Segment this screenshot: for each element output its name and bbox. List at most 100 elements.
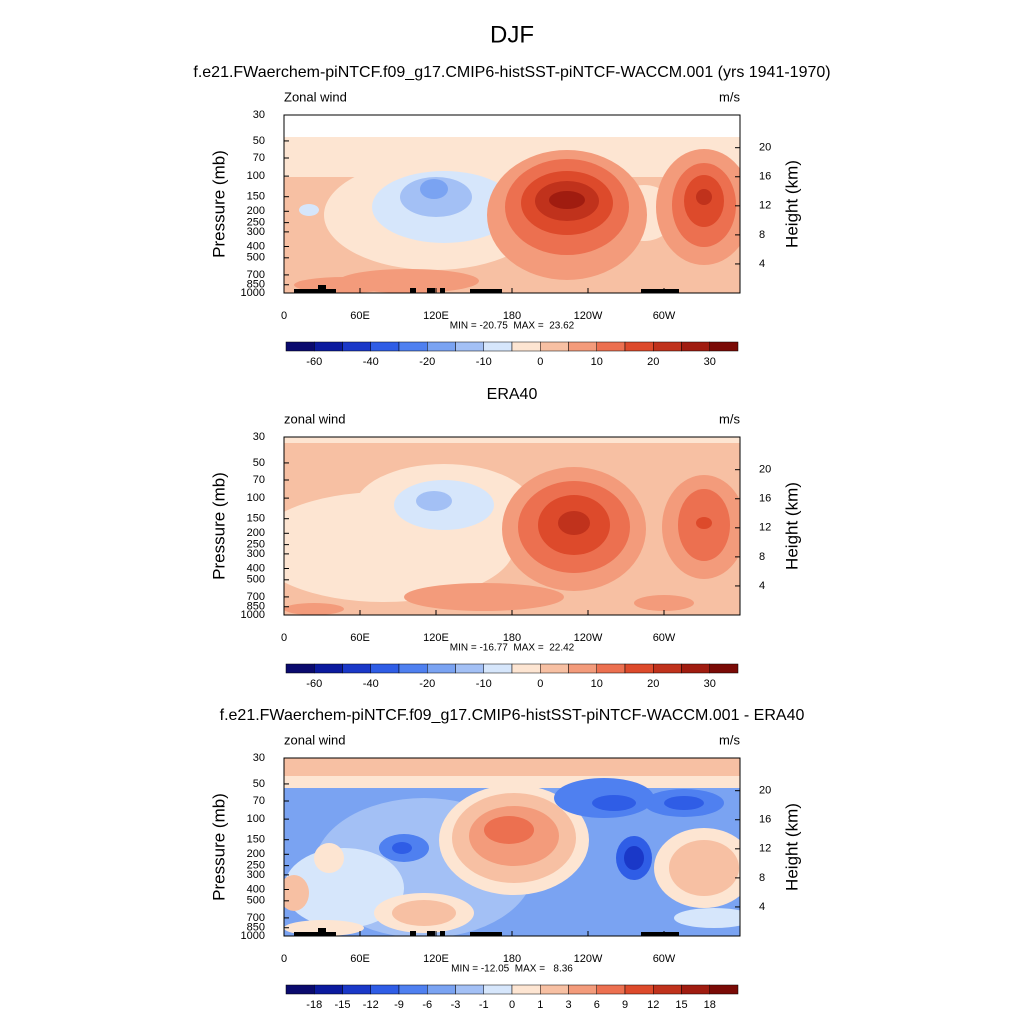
y2-tick-label: 16 xyxy=(759,814,771,826)
colorbar-label: 30 xyxy=(704,678,716,690)
panel-title: f.e21.FWaerchem-piNTCF.f09_g17.CMIP6-his… xyxy=(193,64,830,81)
colorbar-label: -12 xyxy=(363,999,379,1011)
y-tick-label: 1000 xyxy=(241,609,265,621)
colorbar-box xyxy=(511,984,541,995)
contour-region xyxy=(284,603,344,615)
colorbar-box xyxy=(342,663,371,674)
contour-region xyxy=(404,583,564,611)
y-tick-label: 1000 xyxy=(241,287,265,299)
x-tick-label: 60E xyxy=(350,632,370,644)
colorbar-label: 0 xyxy=(537,356,543,368)
colorbar-box xyxy=(398,984,428,995)
x-tick-label: 180 xyxy=(503,632,521,644)
colorbar-box xyxy=(568,341,597,352)
colorbar-box xyxy=(596,984,626,995)
colorbar-box xyxy=(653,663,682,674)
contour-region xyxy=(696,517,712,529)
colorbar-label: 12 xyxy=(647,999,659,1011)
colorbar-box xyxy=(540,984,569,995)
contour-region xyxy=(674,908,740,928)
colorbar-box xyxy=(653,984,682,995)
colorbar-box xyxy=(624,663,654,674)
y-tick-label: 30 xyxy=(253,431,265,443)
y-tick-label: 50 xyxy=(253,457,265,469)
colorbar-box xyxy=(398,663,428,674)
contour-region xyxy=(420,179,448,199)
y-tick-label: 100 xyxy=(247,813,265,825)
x-tick-label: 60E xyxy=(350,310,370,322)
colorbar-label: 20 xyxy=(647,678,659,690)
topography xyxy=(318,285,326,293)
y2-tick-label: 8 xyxy=(759,872,765,884)
y-axis-label: Pressure (mb) xyxy=(209,793,228,901)
colorbar-label: -1 xyxy=(479,999,489,1011)
colorbar-box xyxy=(370,663,400,674)
colorbar-label: -20 xyxy=(419,356,435,368)
y-tick-label: 400 xyxy=(247,883,265,895)
colorbar-box xyxy=(398,341,428,352)
x-tick-label: 120E xyxy=(423,953,449,965)
colorbar-box xyxy=(709,341,739,352)
topography xyxy=(470,932,502,936)
y2-tick-label: 12 xyxy=(759,200,771,212)
colorbar-label: 15 xyxy=(675,999,687,1011)
y-tick-label: 500 xyxy=(247,252,265,264)
colorbar-label: -20 xyxy=(419,678,435,690)
topography xyxy=(410,288,416,293)
stats: MIN = -16.77 MAX = 22.42 xyxy=(450,643,575,654)
y-tick-label: 300 xyxy=(247,869,265,881)
y-tick-label: 400 xyxy=(247,562,265,574)
y-axis-label: Pressure (mb) xyxy=(209,150,228,258)
colorbar-box xyxy=(342,341,371,352)
y-tick-label: 500 xyxy=(247,895,265,907)
colorbar-box xyxy=(455,341,484,352)
topography xyxy=(427,931,435,936)
y2-tick-label: 4 xyxy=(759,901,765,913)
colorbar-box xyxy=(285,984,315,995)
topography xyxy=(440,931,445,936)
y-tick-label: 400 xyxy=(247,240,265,252)
x-tick-label: 120E xyxy=(423,310,449,322)
y2-tick-label: 16 xyxy=(759,493,771,505)
colorbar-label: -40 xyxy=(363,678,379,690)
y-axis-label: Pressure (mb) xyxy=(209,472,228,580)
x-tick-label: 180 xyxy=(503,953,521,965)
colorbar-label: 0 xyxy=(537,678,543,690)
y-tick-label: 700 xyxy=(247,269,265,281)
y2-tick-label: 8 xyxy=(759,229,765,241)
y2-tick-label: 20 xyxy=(759,785,771,797)
colorbar-label: -40 xyxy=(363,356,379,368)
contour-region xyxy=(299,204,319,216)
colorbar-label: 10 xyxy=(591,678,603,690)
colorbar-box xyxy=(624,341,654,352)
contour-region xyxy=(558,511,590,535)
y-tick-label: 30 xyxy=(253,752,265,764)
contour-field xyxy=(284,758,740,936)
x-tick-label: 120W xyxy=(574,632,603,644)
contour-field xyxy=(284,115,740,293)
left-label: zonal wind xyxy=(284,411,345,426)
colorbar-box xyxy=(681,341,710,352)
colorbar-label: -60 xyxy=(306,356,322,368)
contour-region xyxy=(392,900,456,926)
y-tick-label: 200 xyxy=(247,205,265,217)
x-tick-label: 60W xyxy=(653,632,676,644)
topography xyxy=(294,289,324,293)
y-tick-label: 30 xyxy=(253,109,265,121)
contour-region xyxy=(634,595,694,611)
colorbar-label: -6 xyxy=(422,999,432,1011)
y-tick-label: 700 xyxy=(247,912,265,924)
x-tick-label: 0 xyxy=(281,953,287,965)
y2-tick-label: 4 xyxy=(759,580,765,592)
contour-region xyxy=(416,491,452,511)
y-tick-label: 850 xyxy=(247,922,265,934)
x-tick-label: 60E xyxy=(350,953,370,965)
topography xyxy=(440,288,445,293)
right-label: m/s xyxy=(719,732,740,747)
y-tick-label: 850 xyxy=(247,601,265,613)
y-tick-label: 850 xyxy=(247,279,265,291)
colorbar-label: -3 xyxy=(451,999,461,1011)
y-tick-label: 150 xyxy=(247,834,265,846)
colorbar-box xyxy=(455,984,484,995)
